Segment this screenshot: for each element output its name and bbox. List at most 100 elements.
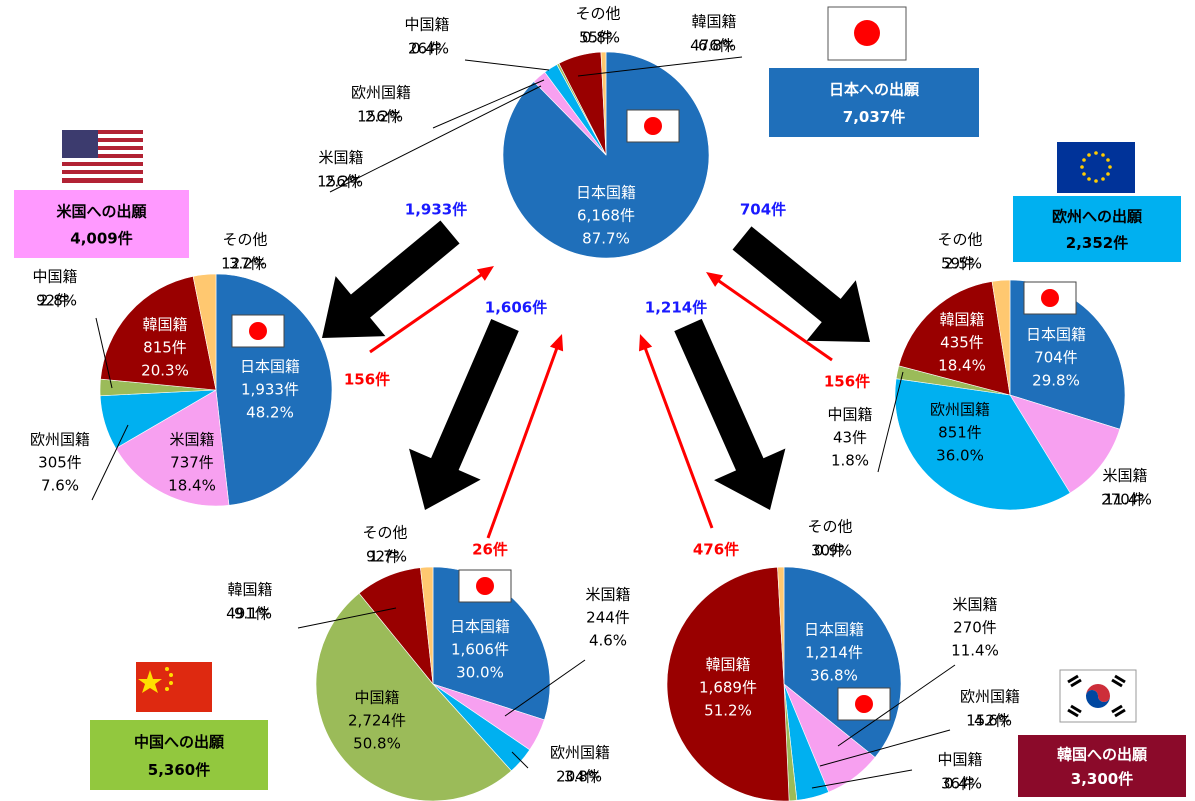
inbound-label: 156件 xyxy=(824,373,870,391)
pie-slice xyxy=(600,51,607,156)
slice-name: その他 xyxy=(575,5,620,23)
flow-arrow xyxy=(674,318,786,510)
slice-name: その他 xyxy=(937,231,982,249)
slice-percent: 2.8% xyxy=(39,292,77,310)
slice-name: その他 xyxy=(807,518,852,536)
japan-mini-flag-disc xyxy=(476,577,494,595)
slice-percent: 0.9% xyxy=(814,542,852,560)
slice-count: 1,606件 xyxy=(451,641,509,659)
slice-name: 日本国籍 xyxy=(1026,326,1086,344)
slice-percent: 1.7% xyxy=(369,548,407,566)
slice-count: 270件 xyxy=(953,619,997,637)
flow-arrow xyxy=(486,334,564,539)
slice-percent: 7.6% xyxy=(41,477,79,495)
slice-percent: 0.4% xyxy=(411,40,449,58)
slice-percent: 11.4% xyxy=(951,642,999,660)
slice-percent: 3.8% xyxy=(564,768,602,786)
slice-percent: 50.8% xyxy=(353,735,401,753)
slice-count: 1,689件 xyxy=(699,679,757,697)
slice-percent: 18.4% xyxy=(168,477,216,495)
leader-line xyxy=(837,664,956,747)
pie-slice xyxy=(1009,394,1121,494)
flags xyxy=(62,6,1137,723)
slice-percent: 0.4% xyxy=(944,775,982,793)
slice-count: 156件 xyxy=(357,108,401,126)
leader-line xyxy=(811,769,913,789)
slice-count: 152件 xyxy=(966,712,1010,730)
outbound-label: 1,933件 xyxy=(405,201,467,219)
slice-name: 韓国籍 xyxy=(227,581,272,599)
slice-percent: 6.8% xyxy=(698,37,736,55)
japan-mini-flag-disc xyxy=(644,117,662,135)
slice-name: 米国籍 xyxy=(169,431,214,449)
country-box xyxy=(90,720,268,790)
leader-line xyxy=(95,317,113,389)
slice-name: 米国籍 xyxy=(1102,467,1147,485)
slice-percent: 29.8% xyxy=(1032,372,1080,390)
slice-name: 欧州国籍 xyxy=(550,744,610,762)
slice-name: 欧州国籍 xyxy=(960,688,1020,706)
slice-percent: 9.1% xyxy=(234,605,272,623)
slice-count: 127件 xyxy=(221,255,265,273)
japan-flag-disc xyxy=(854,20,880,46)
slice-percent: 11.4% xyxy=(1104,491,1152,509)
japan-mini-flag-disc xyxy=(1041,289,1059,307)
slice-count: 1,933件 xyxy=(241,381,299,399)
pie-slice xyxy=(315,592,512,801)
leader-line xyxy=(91,424,129,501)
slice-name: 中国籍 xyxy=(404,16,449,34)
slice-count: 435件 xyxy=(940,334,984,352)
korea-flag xyxy=(1059,669,1137,723)
slice-count: 92件 xyxy=(36,292,70,310)
country-total: 7,037件 xyxy=(843,108,905,126)
pies xyxy=(99,51,1126,801)
flow-arrow xyxy=(409,319,519,510)
slice-name: 韓国籍 xyxy=(691,13,736,31)
slice-percent: 1.8% xyxy=(831,452,869,470)
country-total: 2,352件 xyxy=(1066,234,1128,252)
slice-count: 36件 xyxy=(941,775,975,793)
slice-name: 中国籍 xyxy=(354,689,399,707)
flow-arrow xyxy=(732,226,870,342)
slice-percent: 20.3% xyxy=(141,362,189,380)
pie-slice xyxy=(777,566,785,685)
china-flag xyxy=(136,662,212,712)
country-title: 米国への出願 xyxy=(56,202,147,220)
slice-count: 1,214件 xyxy=(805,644,863,662)
pie-slice xyxy=(420,566,434,685)
slice-percent: 4.6% xyxy=(589,632,627,650)
slice-name: 中国籍 xyxy=(32,268,77,286)
slice-percent: 87.7% xyxy=(582,230,630,248)
slice-count: 737件 xyxy=(170,454,214,472)
slice-percent: 3.2% xyxy=(229,255,267,273)
slice-count: 43件 xyxy=(833,429,867,447)
slice-name: 欧州国籍 xyxy=(351,84,411,102)
flow-arrow xyxy=(639,334,714,529)
slice-count: 305件 xyxy=(38,454,82,472)
pie-slice xyxy=(100,275,217,391)
leader-line xyxy=(464,59,550,71)
slice-name: 中国籍 xyxy=(827,406,872,424)
slice-name: その他 xyxy=(222,231,267,249)
slice-count: 476件 xyxy=(690,37,734,55)
slice-percent: 51.2% xyxy=(704,702,752,720)
country-total: 4,009件 xyxy=(70,229,132,247)
slice-name: その他 xyxy=(362,524,407,542)
pie-slice xyxy=(666,566,790,801)
slice-name: 韓国籍 xyxy=(142,316,187,334)
slice-percent: 36.0% xyxy=(936,447,984,465)
country-box xyxy=(769,68,979,137)
slice-count: 26件 xyxy=(408,40,442,58)
slice-percent: 4.6% xyxy=(974,712,1012,730)
slice-name: 日本国籍 xyxy=(804,621,864,639)
leader-line xyxy=(432,79,545,129)
slice-name: 日本国籍 xyxy=(576,184,636,202)
slice-name: 欧州国籍 xyxy=(30,431,90,449)
slice-count: 92件 xyxy=(366,548,400,566)
inbound-label: 156件 xyxy=(344,371,390,389)
country-box xyxy=(14,190,189,258)
pie-slice xyxy=(432,566,551,721)
country-box xyxy=(1013,196,1181,262)
eu-flag xyxy=(1057,142,1135,193)
inbound-label: 476件 xyxy=(693,541,739,559)
